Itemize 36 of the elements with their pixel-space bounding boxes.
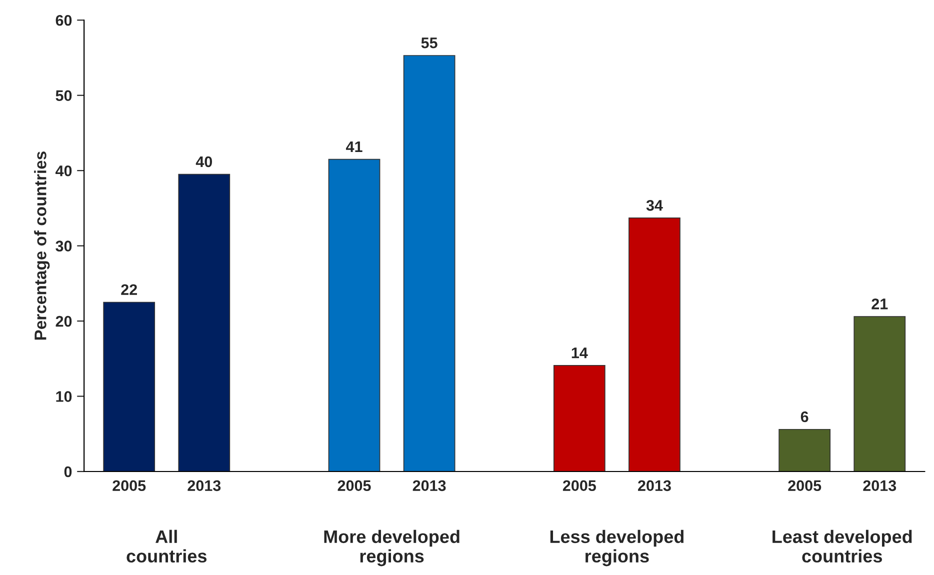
text: Least developed countries <box>772 530 912 563</box>
x-tick-label: 2013 <box>638 480 671 492</box>
y-tick-label: 60 <box>56 14 72 26</box>
bar <box>854 316 906 472</box>
x-tick-label: 2005 <box>112 480 146 492</box>
y-tick-label: 40 <box>55 165 72 176</box>
x-tick-label: 2005 <box>562 480 596 492</box>
x-tick-label: 2005 <box>338 480 371 492</box>
y-tick-label: 0 <box>64 466 72 478</box>
data-label: 21 <box>872 298 888 310</box>
bar <box>103 302 156 472</box>
bar <box>328 158 380 472</box>
y-tick-label: 30 <box>56 240 72 252</box>
data-label: 34 <box>646 200 663 211</box>
y-tick-label: 20 <box>56 316 72 327</box>
data-label: 40 <box>196 156 212 168</box>
data-label: 55 <box>421 38 438 48</box>
y-tick-label: 50 <box>56 90 72 102</box>
bar <box>628 218 680 472</box>
x-tick-label: 2013 <box>188 480 221 492</box>
y-tick-label: 10 <box>56 391 72 402</box>
data-label: 14 <box>572 348 588 358</box>
bar <box>403 55 456 472</box>
x-tick-label: 2005 <box>788 480 822 492</box>
text: More developed regions <box>324 530 460 566</box>
x-tick-label: 2013 <box>863 480 896 492</box>
text: Less developed regions <box>550 530 684 566</box>
text: All countries <box>126 530 207 563</box>
data-label: 6 <box>800 411 808 422</box>
bar <box>778 428 831 472</box>
data-label: 41 <box>346 141 362 152</box>
bar <box>553 365 606 472</box>
y-axis-title: Percentage of countries <box>34 152 50 340</box>
data-label: 22 <box>121 284 137 295</box>
bar <box>178 174 230 472</box>
x-tick-label: 2013 <box>412 480 446 492</box>
